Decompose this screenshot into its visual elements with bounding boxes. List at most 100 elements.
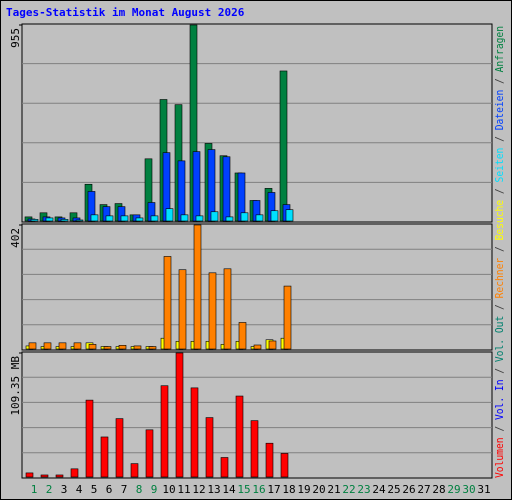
bar xyxy=(88,344,97,350)
bar xyxy=(45,217,54,222)
legend-separator: / xyxy=(493,362,506,379)
bar xyxy=(30,219,39,222)
x-tick-label: 1 xyxy=(31,483,38,496)
legend-separator: / xyxy=(493,240,506,257)
bar xyxy=(222,156,231,222)
bar xyxy=(207,149,216,222)
bar xyxy=(253,344,262,350)
x-tick-label: 8 xyxy=(136,483,143,496)
x-tick-label: 5 xyxy=(91,483,98,496)
x-tick-label: 22 xyxy=(342,483,355,496)
bar xyxy=(160,385,169,478)
bar xyxy=(177,160,186,222)
bar xyxy=(208,272,217,350)
y-tick-label: 109.35 MB xyxy=(9,356,22,416)
x-tick-label: 20 xyxy=(312,483,325,496)
bar xyxy=(115,418,124,478)
bar xyxy=(280,453,289,478)
bar xyxy=(240,212,249,222)
legend-entry: Seiten xyxy=(493,148,506,183)
bar xyxy=(178,269,187,350)
y-tick-label: 402 xyxy=(9,228,22,248)
x-tick-label: 21 xyxy=(327,483,340,496)
bar xyxy=(205,417,214,478)
bar xyxy=(192,151,201,222)
x-tick-label: 19 xyxy=(297,483,310,496)
x-tick-label: 11 xyxy=(177,483,190,496)
x-tick-label: 25 xyxy=(387,483,400,496)
x-tick-label: 26 xyxy=(402,483,415,496)
x-tick-label: 24 xyxy=(372,483,386,496)
bar xyxy=(85,399,94,478)
bar xyxy=(238,322,247,350)
bar xyxy=(268,340,277,350)
bar xyxy=(225,216,234,222)
bar xyxy=(100,436,109,478)
bar xyxy=(55,474,64,478)
bar xyxy=(279,70,288,222)
legend-entry: Dateien xyxy=(493,90,506,131)
x-tick-label: 2 xyxy=(46,483,53,496)
bar xyxy=(58,342,67,350)
x-tick-label: 9 xyxy=(151,483,158,496)
legend-separator: / xyxy=(493,182,506,199)
legend-entry: Vol. Out xyxy=(493,316,506,362)
bar xyxy=(150,215,159,222)
x-tick-label: 10 xyxy=(162,483,175,496)
bar xyxy=(193,224,202,350)
bar xyxy=(148,346,157,350)
bar xyxy=(255,214,264,222)
bar xyxy=(163,256,172,350)
legend-separator: / xyxy=(493,72,506,89)
plot-frame xyxy=(21,223,493,351)
x-tick-label: 16 xyxy=(252,483,265,496)
x-tick-label: 18 xyxy=(282,483,295,496)
bar xyxy=(25,472,34,478)
x-tick-label: 23 xyxy=(357,483,370,496)
x-tick-label: 15 xyxy=(237,483,250,496)
bar xyxy=(28,342,37,350)
bar xyxy=(145,429,154,478)
x-tick-label: 13 xyxy=(207,483,220,496)
bar xyxy=(270,210,279,222)
legend-entry: Besuche xyxy=(493,200,506,241)
x-tick-label: 7 xyxy=(121,483,128,496)
x-tick-label: 28 xyxy=(432,483,445,496)
y-tick-label: 955 xyxy=(9,28,22,48)
bar xyxy=(73,342,82,350)
legend-entry: Vol. In xyxy=(493,379,506,420)
legend-entry: Volumen xyxy=(493,437,506,478)
legend-separator: / xyxy=(493,298,506,315)
bar xyxy=(60,219,69,222)
bar xyxy=(180,214,189,222)
x-tick-label: 29 xyxy=(447,483,460,496)
bar xyxy=(90,214,99,222)
bar xyxy=(250,420,259,478)
x-tick-label: 14 xyxy=(222,483,236,496)
x-tick-label: 31 xyxy=(477,483,490,496)
bar xyxy=(223,268,232,350)
bar xyxy=(75,219,84,222)
x-tick-label: 27 xyxy=(417,483,430,496)
bar xyxy=(175,352,184,478)
bar xyxy=(120,215,129,222)
x-tick-label: 17 xyxy=(267,483,280,496)
x-tick-label: 12 xyxy=(192,483,205,496)
chart-title: Tages-Statistik im Monat August 2026 xyxy=(6,6,245,19)
bar xyxy=(165,208,174,222)
legend: Volumen / Vol. In / Vol. Out / Rechner /… xyxy=(493,26,506,478)
bar xyxy=(118,344,127,350)
bar xyxy=(133,345,142,350)
bar xyxy=(210,211,219,222)
bar xyxy=(105,215,114,222)
bar xyxy=(285,209,294,222)
bar xyxy=(70,468,79,478)
legend-entry: Rechner xyxy=(493,257,506,298)
bar xyxy=(43,342,52,350)
legend-separator: / xyxy=(493,130,506,147)
bar xyxy=(195,215,204,222)
x-tick-label: 6 xyxy=(106,483,113,496)
legend-separator: / xyxy=(493,420,506,437)
bar xyxy=(235,395,244,478)
